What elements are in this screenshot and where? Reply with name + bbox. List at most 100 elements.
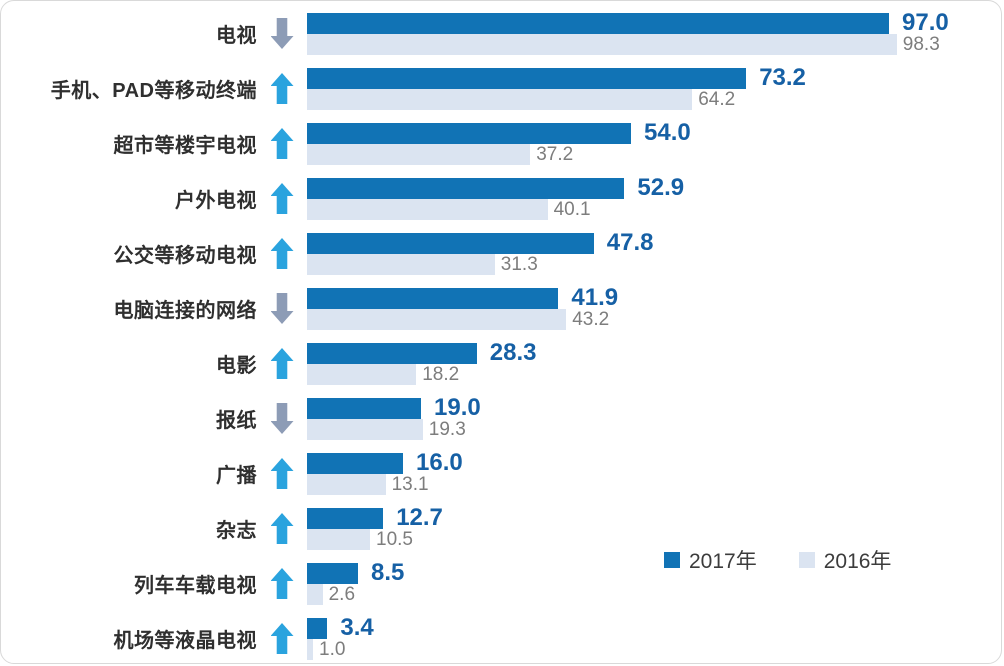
- category-label: 电影: [216, 355, 257, 377]
- category-label: 报纸: [216, 410, 257, 432]
- bar-2016: [307, 418, 423, 440]
- trend-arrow-cell: [257, 623, 307, 654]
- legend-item-2017: 2017年: [664, 545, 757, 575]
- bar-2017: [307, 12, 889, 34]
- bar-2017: [307, 397, 421, 419]
- value-label-2016: 10.5: [376, 528, 413, 550]
- category-label: 广播: [216, 465, 257, 487]
- value-label-2016: 43.2: [572, 308, 610, 330]
- bar-2016: [307, 528, 370, 550]
- trend-up-icon: [270, 568, 294, 599]
- trend-up-icon: [270, 183, 294, 214]
- legend-swatch-2017-icon: [664, 552, 680, 568]
- trend-arrow-cell: [257, 73, 307, 104]
- value-label-2017: 73.2: [759, 64, 806, 91]
- bar-area: 19.0 19.3: [307, 394, 1001, 440]
- bar-2017: [307, 562, 358, 584]
- trend-arrow-cell: [257, 238, 307, 269]
- value-label-2017: 41.9: [571, 284, 619, 311]
- bar-2017: [307, 67, 747, 89]
- bar-2016: [307, 638, 313, 660]
- chart-row: 公交等移动电视 47.8 31.3: [1, 226, 1001, 281]
- category-label: 列车车载电视: [134, 575, 257, 597]
- bar-2016: [307, 473, 386, 495]
- rows: 电视 97.0 98.3 手机、PAD等移动终端 73.2: [1, 6, 1001, 663]
- value-label-2017: 28.3: [489, 339, 537, 366]
- bar-2017: [307, 617, 328, 639]
- trend-arrow-cell: [257, 18, 307, 49]
- chart-row: 杂志 12.7 10.5: [1, 501, 1001, 556]
- legend-label-2016: 2016年: [823, 550, 892, 573]
- trend-up-icon: [270, 73, 294, 104]
- value-label-2017: 54.0: [644, 119, 691, 146]
- bar-2016: [307, 33, 897, 55]
- value-label-2017: 3.4: [340, 614, 374, 641]
- value-label-2016: 37.2: [536, 143, 574, 165]
- bar-area: 52.9 40.1: [307, 176, 1001, 220]
- value-label-2016: 98.3: [902, 33, 940, 55]
- bar-area: 47.8 31.3: [307, 231, 1001, 275]
- bar-2016: [307, 143, 531, 165]
- bar-area: 41.9 43.2: [307, 284, 1001, 330]
- bar-2017: [307, 287, 559, 309]
- value-label-2016: 40.1: [553, 198, 591, 220]
- bar-area: 73.2 64.2: [307, 64, 1001, 110]
- category-label: 电视: [216, 25, 257, 47]
- trend-arrow-cell: [257, 568, 307, 599]
- value-label-2017: 8.5: [371, 559, 405, 586]
- trend-down-icon: [270, 293, 294, 324]
- category-label: 机场等液晶电视: [113, 630, 257, 652]
- trend-down-icon: [270, 403, 294, 434]
- bar-2016: [307, 88, 693, 110]
- trend-arrow-cell: [257, 293, 307, 324]
- chart-row: 列车车载电视 8.5 2.6: [1, 556, 1001, 611]
- bar-area: 12.7 10.5: [307, 504, 1001, 550]
- category-label: 杂志: [216, 520, 257, 542]
- bar-area: 97.0 98.3: [307, 9, 1001, 55]
- trend-up-icon: [270, 458, 294, 489]
- bar-area: 28.3 18.2: [307, 339, 1001, 385]
- value-label-2017: 19.0: [434, 394, 481, 421]
- trend-arrow-cell: [257, 183, 307, 214]
- trend-down-icon: [270, 18, 294, 49]
- bar-area: 3.4 1.0: [307, 614, 1001, 660]
- value-label-2016: 64.2: [698, 88, 736, 110]
- trend-up-icon: [270, 623, 294, 654]
- trend-arrow-cell: [257, 513, 307, 544]
- trend-up-icon: [270, 238, 294, 269]
- bar-2017: [307, 122, 631, 144]
- bar-2016: [307, 198, 548, 220]
- chart-row: 电脑连接的网络 41.9 43.2: [1, 281, 1001, 336]
- category-label: 超市等楼宇电视: [113, 135, 257, 157]
- legend-item-2016: 2016年: [798, 545, 892, 575]
- category-label: 手机、PAD等移动终端: [50, 80, 257, 102]
- legend: 2017年 2016年: [664, 545, 891, 575]
- category-label: 户外电视: [175, 190, 257, 212]
- chart-row: 广播 16.0 13.1: [1, 446, 1001, 501]
- bar-2017: [307, 342, 477, 364]
- value-label-2017: 16.0: [416, 449, 463, 476]
- bar-2017: [307, 507, 384, 529]
- value-label-2016: 1.0: [319, 638, 346, 660]
- bar-2017: [307, 452, 403, 474]
- chart-row: 机场等液晶电视 3.4 1.0: [1, 611, 1001, 663]
- value-label-2016: 13.1: [391, 473, 429, 495]
- trend-up-icon: [270, 128, 294, 159]
- bar-area: 16.0 13.1: [307, 449, 1001, 495]
- bar-2016: [307, 583, 323, 605]
- trend-arrow-cell: [257, 458, 307, 489]
- value-label-2017: 97.0: [902, 9, 949, 36]
- bar-area: 54.0 37.2: [307, 119, 1001, 165]
- legend-swatch-2016-icon: [798, 552, 815, 568]
- chart-row: 报纸 19.0 19.3: [1, 391, 1001, 446]
- trend-arrow-cell: [257, 403, 307, 434]
- value-label-2017: 12.7: [396, 504, 443, 531]
- bar-2016: [307, 253, 495, 275]
- bar-2016: [307, 308, 567, 330]
- value-label-2016: 2.6: [328, 583, 356, 605]
- category-label: 电脑连接的网络: [113, 300, 257, 322]
- category-label: 公交等移动电视: [113, 245, 257, 267]
- value-label-2016: 31.3: [500, 253, 538, 275]
- trend-arrow-cell: [257, 128, 307, 159]
